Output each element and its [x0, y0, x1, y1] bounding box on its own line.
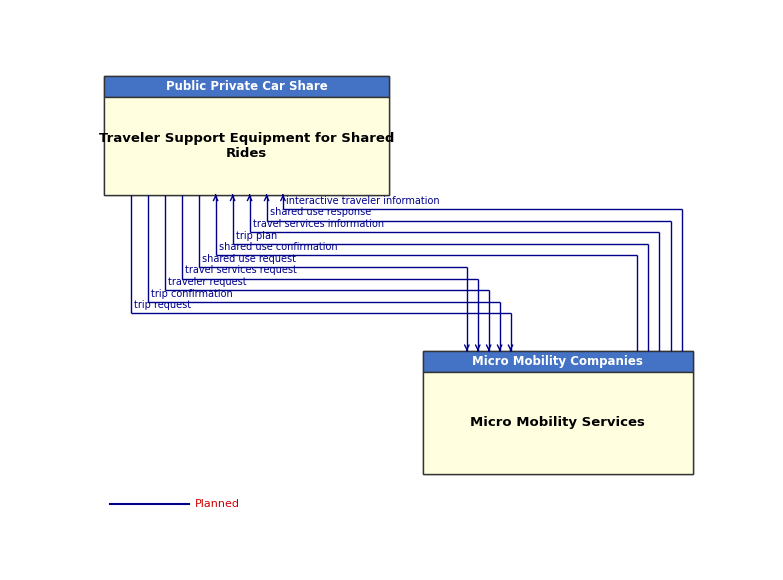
Text: shared use request: shared use request — [202, 254, 296, 264]
Text: interactive traveler information: interactive traveler information — [286, 196, 439, 206]
Text: travel services information: travel services information — [253, 219, 384, 229]
Text: shared use confirmation: shared use confirmation — [218, 242, 337, 252]
Text: shared use response: shared use response — [269, 208, 371, 218]
Text: trip confirmation: trip confirmation — [150, 289, 233, 299]
Bar — [423, 351, 693, 474]
Text: Planned: Planned — [195, 499, 240, 509]
Text: Public Private Car Share: Public Private Car Share — [166, 80, 327, 93]
Text: Micro Mobility Services: Micro Mobility Services — [470, 416, 645, 429]
Bar — [423, 351, 693, 372]
Bar — [423, 372, 693, 474]
Text: traveler request: traveler request — [168, 277, 247, 287]
Bar — [104, 77, 389, 195]
Text: trip plan: trip plan — [236, 231, 277, 241]
Bar — [104, 77, 389, 97]
Text: travel services request: travel services request — [185, 266, 297, 275]
Bar — [104, 97, 389, 195]
Text: Micro Mobility Companies: Micro Mobility Companies — [472, 355, 643, 368]
Text: Traveler Support Equipment for Shared
Rides: Traveler Support Equipment for Shared Ri… — [99, 132, 394, 160]
Text: trip request: trip request — [134, 300, 191, 310]
